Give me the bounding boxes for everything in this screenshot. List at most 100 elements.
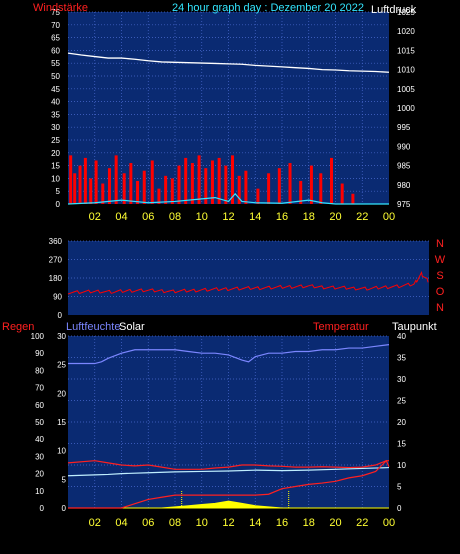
x-ticks-3: 02 04 06 08 10 12 14 16 18 20 22 00 [89,517,396,529]
grid-1 [68,11,389,204]
y-tick-left: 20 [57,389,66,398]
x-tick-label: 06 [142,211,154,223]
x-tick-label: 22 [356,517,368,529]
x-tick-label: 08 [169,211,181,223]
direction-letter: O [436,286,445,298]
rain-line [68,460,389,509]
x-tick-label: 14 [249,211,261,223]
y-tick-right: 1005 [397,85,415,94]
x-tick-label: 22 [356,211,368,223]
y-tick-right: 990 [397,142,411,151]
x-tick-label: 18 [303,211,315,223]
y-tick-right: 15 [397,440,406,449]
wind-axis-label: Windstärke [33,2,88,14]
x-tick-label: 16 [276,211,288,223]
x-ticks-1: 02 04 06 08 10 12 14 16 18 20 22 00 [89,211,396,223]
y-tick: 90 [53,293,62,302]
y-tick: 0 [58,311,63,320]
direction-letter: S [436,270,443,282]
y-tick-far-left: 50 [35,418,44,427]
x-tick-label: 12 [222,211,234,223]
y-ticks-left-3: 0 5 10 15 20 25 30 [57,332,66,513]
y-tick-right: 1020 [397,27,415,36]
solar-label: Solar [119,321,145,333]
y-tick-right: 1000 [397,104,415,113]
x-tick-label: 02 [89,517,101,529]
y-tick-far-left: 40 [35,435,44,444]
direction-letter: W [435,254,446,266]
solar-area [68,500,389,509]
series-2 [67,270,429,295]
y-tick-right: 1015 [397,46,415,55]
y-tick-right: 0 [397,504,402,513]
direction-letter: N [436,302,444,314]
y-tick: 180 [49,274,63,283]
y-tick-left: 35 [51,110,60,119]
y-tick-right: 985 [397,162,411,171]
y-ticks-left-1: 0 5 10 15 20 25 30 35 40 45 50 55 60 65 70 75 [51,8,60,209]
chart-title: 24 hour graph day : Dezember 20 2022 [172,2,364,14]
y-tick-left: 5 [56,187,61,196]
dewpoint-line [67,466,390,477]
x-tick-label: 10 [196,517,208,529]
luftfeuchte-label: Luftfeuchte [66,321,120,333]
y-ticks-right-3: 0 5 10 15 20 25 30 35 40 [397,332,406,513]
temperature-line [67,459,390,470]
y-tick-far-left: 0 [40,504,45,513]
x-tick-label: 20 [329,517,341,529]
y-tick-left: 5 [62,475,67,484]
x-tick-label: 02 [89,211,101,223]
y-tick-right: 25 [397,397,406,406]
humidity-line [68,344,390,365]
y-ticks-far-left-3: 0 10 20 30 40 50 60 70 80 90 100 [31,332,45,513]
y-ticks-2: 0 90 180 270 360 [49,237,63,320]
y-tick-right: 20 [397,418,406,427]
y-ticks-right-1: 975 980 985 990 995 1000 1005 1010 1015 1020 1025 [397,8,415,209]
y-tick-left: 15 [57,418,66,427]
y-tick-far-left: 100 [31,332,45,341]
y-tick: 270 [49,256,63,265]
y-tick-left: 20 [51,149,60,158]
y-tick-far-left: 90 [35,349,44,358]
series-1 [67,52,390,205]
x-tick-label: 16 [276,517,288,529]
y-tick-left: 55 [51,59,60,68]
y-tick-left: 10 [57,447,66,456]
y-tick-right: 30 [397,375,406,384]
x-tick-label: 12 [222,517,234,529]
direction-letter: N [436,238,444,250]
y-tick-right: 35 [397,354,406,363]
y-tick-far-left: 70 [35,384,44,393]
pressure-axis-label: Luftdruck [371,4,417,16]
y-tick-left: 25 [51,136,60,145]
temperatur-label: Temperatur [313,321,369,333]
y-tick-right: 980 [397,181,411,190]
y-tick-right: 1010 [397,66,415,75]
y-tick: 360 [49,237,63,246]
x-tick-label: 04 [115,211,127,223]
x-tick-label: 08 [169,517,181,529]
x-tick-label: 04 [115,517,127,529]
y-tick-left: 75 [51,8,60,17]
gust-line [67,192,389,205]
y-tick-left: 60 [51,46,60,55]
pressure-line [67,52,390,73]
regen-label: Regen [2,321,34,333]
y-tick-right: 975 [397,200,411,209]
y-tick-left: 65 [51,34,60,43]
y-tick-far-left: 20 [35,470,44,479]
y-tick-far-left: 80 [35,366,44,375]
x-tick-label: 10 [196,211,208,223]
panel-humidity-temp: 0 10 20 30 40 50 60 70 80 90 100 0 5 10 15 20 25 30 0 5 10… [31,332,407,529]
y-tick-left: 50 [51,72,60,81]
x-tick-label: 20 [329,211,341,223]
y-tick-left: 40 [51,98,60,107]
y-tick-left: 15 [51,162,60,171]
y-tick-right: 5 [397,483,402,492]
x-tick-label: 00 [383,517,395,529]
y-tick-far-left: 60 [35,401,44,410]
